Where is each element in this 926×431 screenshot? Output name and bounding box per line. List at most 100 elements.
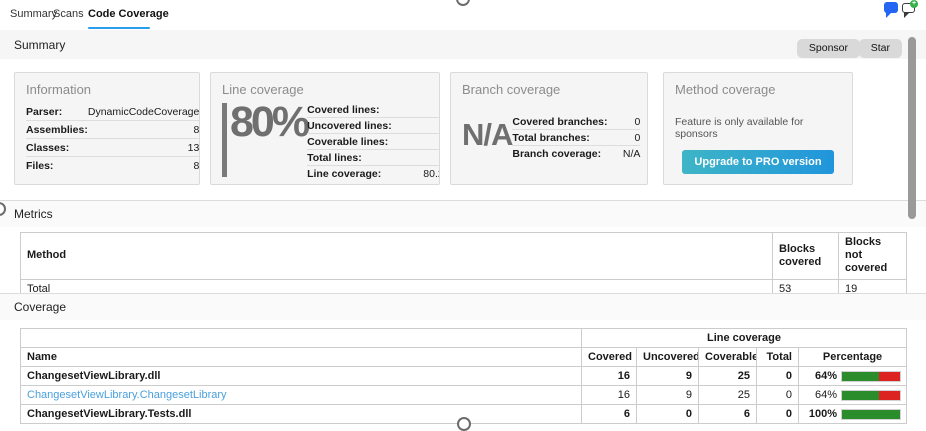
branch-coverage-big-value: N/A: [462, 117, 513, 152]
upgrade-pro-button[interactable]: Upgrade to PRO version: [682, 150, 834, 174]
percentage-text: 64%: [815, 370, 838, 382]
assembly-name: ChangesetViewLibrary.Tests.dll: [20, 404, 582, 424]
uncovered-cell: 9: [636, 385, 699, 405]
branch-coverage-card-title: Branch coverage: [462, 82, 561, 97]
table-row: Covered lines: 65: [307, 102, 439, 118]
line-coverage-stats-table: Covered lines: 65 Uncovered lines: 16 Co…: [307, 102, 439, 182]
coverage-bar: [841, 389, 902, 401]
covered-cell: 6: [581, 404, 637, 424]
percentage-cell: 64%: [797, 366, 908, 386]
coverable-cell: 25: [698, 385, 757, 405]
metrics-section-header: [0, 201, 926, 227]
coverage-bar: [841, 370, 902, 382]
coverage-bar: [841, 408, 902, 420]
stat-label: Coverable lines:: [307, 133, 416, 150]
class-link[interactable]: ChangesetViewLibrary.ChangesetLibrary: [27, 389, 227, 401]
info-label: Classes:: [26, 138, 88, 157]
active-tab-indicator: [88, 27, 150, 29]
summary-section-header: [0, 30, 926, 59]
method-coverage-card: Method coverage Feature is only availabl…: [663, 72, 853, 185]
table-row: ChangesetViewLibrary.ChangesetLibrary 16…: [20, 385, 908, 405]
stat-value: 0: [620, 129, 641, 146]
table-row: Line coverage: 80.2%: [307, 166, 439, 182]
star-button[interactable]: Star: [858, 39, 902, 58]
percentage-text: 100%: [808, 408, 838, 420]
info-value: 8: [87, 120, 199, 139]
table-row: ChangesetViewLibrary.Tests.dll 6 0 6 0 1…: [20, 404, 908, 424]
information-table: Parser: DynamicCodeCoverage Assemblies: …: [26, 103, 199, 174]
line-coverage-group-header: Line coverage: [580, 328, 908, 348]
coverage-header-row: Name Covered Uncovered Coverable Total P…: [20, 347, 908, 367]
vertical-scrollbar-thumb[interactable]: [908, 37, 916, 219]
table-row: Assemblies: 8: [26, 120, 199, 139]
line-coverage-card: Line coverage 80% Covered lines: 65 Unco…: [210, 72, 440, 185]
stat-value: 0: [415, 149, 439, 166]
total-cell: 0: [756, 385, 799, 405]
stat-value: 80.2%: [423, 167, 439, 180]
uncovered-cell: 9: [636, 366, 699, 386]
assembly-name: ChangesetViewLibrary.dll: [20, 366, 582, 386]
percentage-cell: 100%: [797, 404, 908, 424]
col-header-total: Total: [756, 347, 799, 367]
stat-label: Uncovered lines:: [307, 117, 416, 134]
percentage-cell: 64%: [797, 385, 908, 405]
table-row: Coverable lines: 81: [307, 133, 439, 150]
info-value: 13: [87, 138, 199, 157]
table-row: Classes: 13: [26, 138, 199, 157]
total-cell: 0: [756, 366, 799, 386]
col-header-name: Name: [20, 347, 582, 367]
info-label: Assemblies:: [26, 120, 88, 139]
selection-handle-bottom[interactable]: [457, 417, 471, 431]
info-value: 8: [193, 159, 200, 172]
information-card: Information Parser: DynamicCodeCoverage …: [14, 72, 200, 185]
tab-code-coverage[interactable]: Code Coverage: [88, 8, 169, 20]
col-header-blocks-not-covered: Blocks not covered: [838, 232, 907, 280]
line-coverage-card-title: Line coverage: [222, 82, 304, 97]
coverage-table: Line coverage Name Covered Uncovered Cov…: [20, 328, 908, 424]
stat-value: N/A: [622, 147, 641, 160]
stat-value: 0: [620, 114, 641, 130]
divider: [0, 200, 926, 201]
stat-value: 16: [415, 117, 439, 134]
stat-label: Total lines:: [307, 149, 416, 166]
branch-coverage-stats-table: Covered branches: 0 Total branches: 0 Br…: [512, 114, 641, 162]
stat-value: 81: [415, 133, 439, 150]
coverable-cell: 6: [698, 404, 757, 424]
uncovered-cell: 0: [636, 404, 699, 424]
table-row: Covered branches: 0: [512, 114, 641, 130]
branch-coverage-card: Branch coverage N/A Covered branches: 0 …: [450, 72, 648, 185]
coverage-indicator-bar: [222, 103, 227, 177]
col-header-uncovered: Uncovered: [636, 347, 699, 367]
table-row: Parser: DynamicCodeCoverage: [26, 103, 199, 121]
tab-summary[interactable]: Summary: [10, 8, 58, 20]
coverable-cell: 25: [698, 366, 757, 386]
sponsors-note: Feature is only available for sponsors: [675, 116, 804, 140]
empty-cell: [20, 328, 582, 348]
info-label: Files:: [26, 159, 54, 172]
stat-label: Covered branches:: [512, 114, 621, 130]
metrics-header-row: Method Blocks covered Blocks not covered: [20, 232, 907, 280]
sponsor-button[interactable]: Sponsor: [796, 39, 860, 58]
stat-label: Line coverage:: [307, 167, 382, 180]
chat-bubble-filled-icon[interactable]: [884, 2, 898, 18]
stat-value: 65: [415, 102, 439, 118]
info-label: Parser:: [26, 103, 88, 121]
col-header-blocks-covered: Blocks covered: [772, 232, 839, 280]
total-cell: 0: [756, 404, 799, 424]
covered-cell: 16: [581, 366, 637, 386]
col-header-coverable: Coverable: [698, 347, 757, 367]
col-header-percentage: Percentage: [797, 347, 908, 367]
info-value: DynamicCodeCoverage: [87, 103, 199, 121]
table-row: Branch coverage: N/A: [512, 146, 640, 162]
chat-bubble-add-icon[interactable]: +: [902, 0, 918, 18]
percentage-text: 64%: [815, 389, 838, 401]
col-header-covered: Covered: [581, 347, 637, 367]
tab-scans[interactable]: Scans: [53, 8, 84, 20]
covered-cell: 16: [581, 385, 637, 405]
add-badge-icon: +: [910, 0, 918, 8]
col-header-method: Method: [20, 232, 773, 280]
method-coverage-card-title: Method coverage: [675, 82, 776, 97]
stat-label: Covered lines:: [307, 102, 416, 118]
summary-section-title: Summary: [14, 38, 66, 52]
table-row: Files: 8: [26, 157, 199, 175]
